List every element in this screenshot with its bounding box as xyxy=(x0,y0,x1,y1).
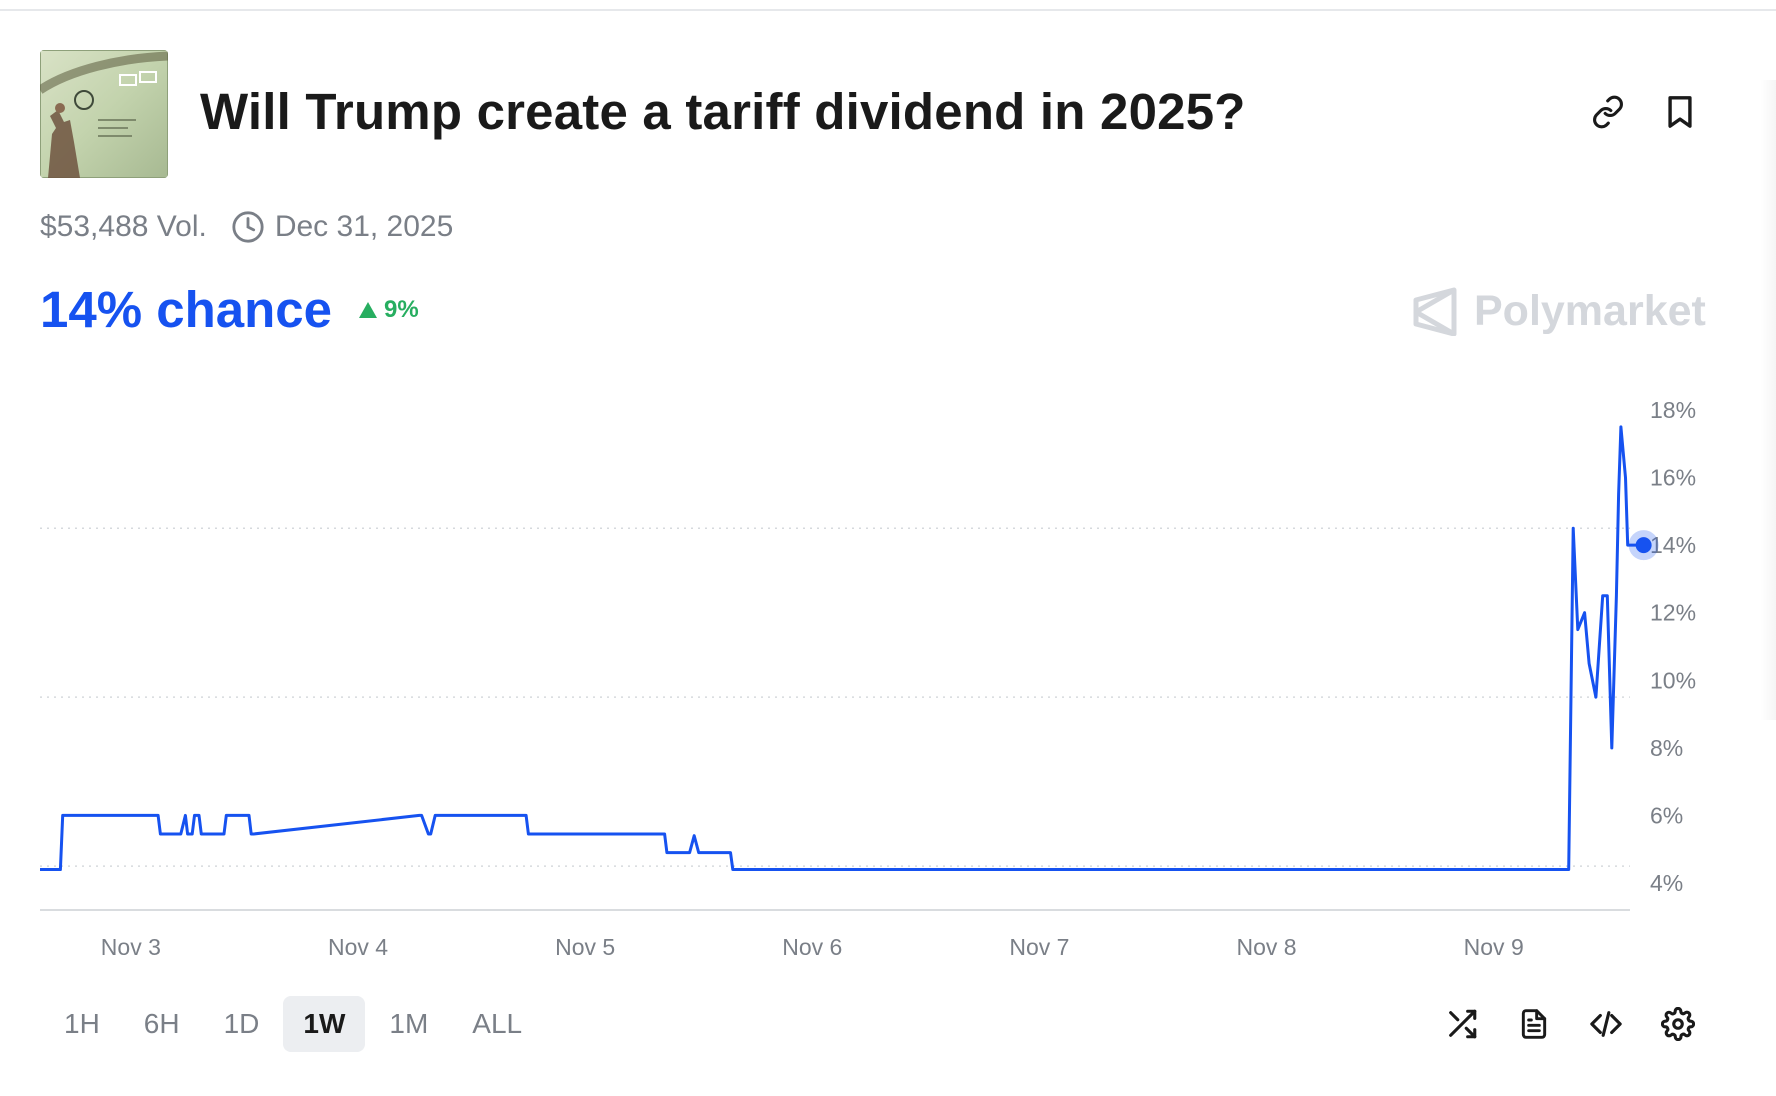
y-tick-label: 12% xyxy=(1650,600,1696,626)
polymarket-watermark: Polymarket xyxy=(1412,286,1706,336)
range-1m[interactable]: 1M xyxy=(389,1008,429,1039)
x-tick-label: Nov 6 xyxy=(782,934,842,960)
range-6h[interactable]: 6H xyxy=(143,1008,180,1039)
chance-summary: 14% chance 9% xyxy=(40,280,419,339)
range-all[interactable]: ALL xyxy=(472,1008,523,1039)
x-tick-label: Nov 4 xyxy=(328,934,388,960)
y-tick-label: 14% xyxy=(1650,532,1696,558)
price-chart: 18%16%14%12%10%8%6%4% Nov 3 Nov 4 Nov 5 Nov… xyxy=(40,397,1696,960)
bookmark-button[interactable] xyxy=(1658,90,1702,134)
market-meta: $53,488 Vol. Dec 31, 2025 xyxy=(40,210,453,244)
settings-button[interactable] xyxy=(1656,1002,1700,1046)
y-axis: 18% 16% 14% 12% 10% 8% 6% 4% xyxy=(1650,397,1696,896)
grid-layer xyxy=(40,527,1630,867)
x-tick-label: Nov 8 xyxy=(1237,934,1297,960)
embed-button[interactable] xyxy=(1584,1002,1628,1046)
chart-tools xyxy=(1440,1002,1728,1046)
y-tick-label: 4% xyxy=(1650,870,1683,896)
current-point-marker[interactable] xyxy=(1635,537,1652,554)
volume-text: $53,488 Vol. xyxy=(40,210,207,243)
rules-button[interactable] xyxy=(1512,1002,1556,1046)
market-title: Will Trump create a tariff dividend in 2… xyxy=(200,83,1246,140)
bookmark-icon xyxy=(1668,96,1692,128)
y-tick-label: 6% xyxy=(1650,802,1683,828)
market-thumbnail xyxy=(40,50,168,178)
range-1w[interactable]: 1W xyxy=(283,996,366,1052)
gear-icon xyxy=(1661,1007,1695,1041)
brand-name: Polymarket xyxy=(1474,286,1706,335)
y-tick-label: 10% xyxy=(1650,667,1696,693)
range-1h[interactable]: 1H xyxy=(64,1008,100,1039)
polymarket-logo-icon xyxy=(1413,287,1457,336)
x-tick-label: Nov 9 xyxy=(1464,934,1524,960)
y-tick-label: 16% xyxy=(1650,465,1696,491)
code-icon xyxy=(1590,1011,1622,1037)
x-tick-label: Nov 3 xyxy=(101,934,161,960)
shuffle-icon xyxy=(1449,1009,1477,1039)
x-axis: Nov 3 Nov 4 Nov 5 Nov 6 Nov 7 Nov 8 Nov 9 xyxy=(101,934,1524,960)
y-tick-label: 8% xyxy=(1650,735,1683,761)
x-tick-label: Nov 5 xyxy=(555,934,615,960)
chance-value: 14% chance xyxy=(40,281,333,338)
triangle-up-icon xyxy=(359,301,378,318)
link-icon xyxy=(1593,95,1623,129)
top-divider xyxy=(0,0,1776,11)
y-tick-label: 18% xyxy=(1650,397,1696,423)
copy-link-button[interactable] xyxy=(1586,90,1630,134)
time-range-selector: 1H 6H 1D 1W 1M ALL xyxy=(44,996,546,1052)
side-panel-edge xyxy=(1760,80,1776,720)
range-1d[interactable]: 1D xyxy=(223,1008,260,1039)
probability-series-line xyxy=(40,425,1644,871)
end-date-text: Dec 31, 2025 xyxy=(274,210,454,243)
document-icon xyxy=(1521,1009,1547,1039)
clock-icon xyxy=(231,210,265,244)
chance-delta: 9% xyxy=(358,296,419,324)
delta-value: 9% xyxy=(384,295,419,323)
x-tick-label: Nov 7 xyxy=(1009,934,1069,960)
shuffle-button[interactable] xyxy=(1440,1002,1484,1046)
